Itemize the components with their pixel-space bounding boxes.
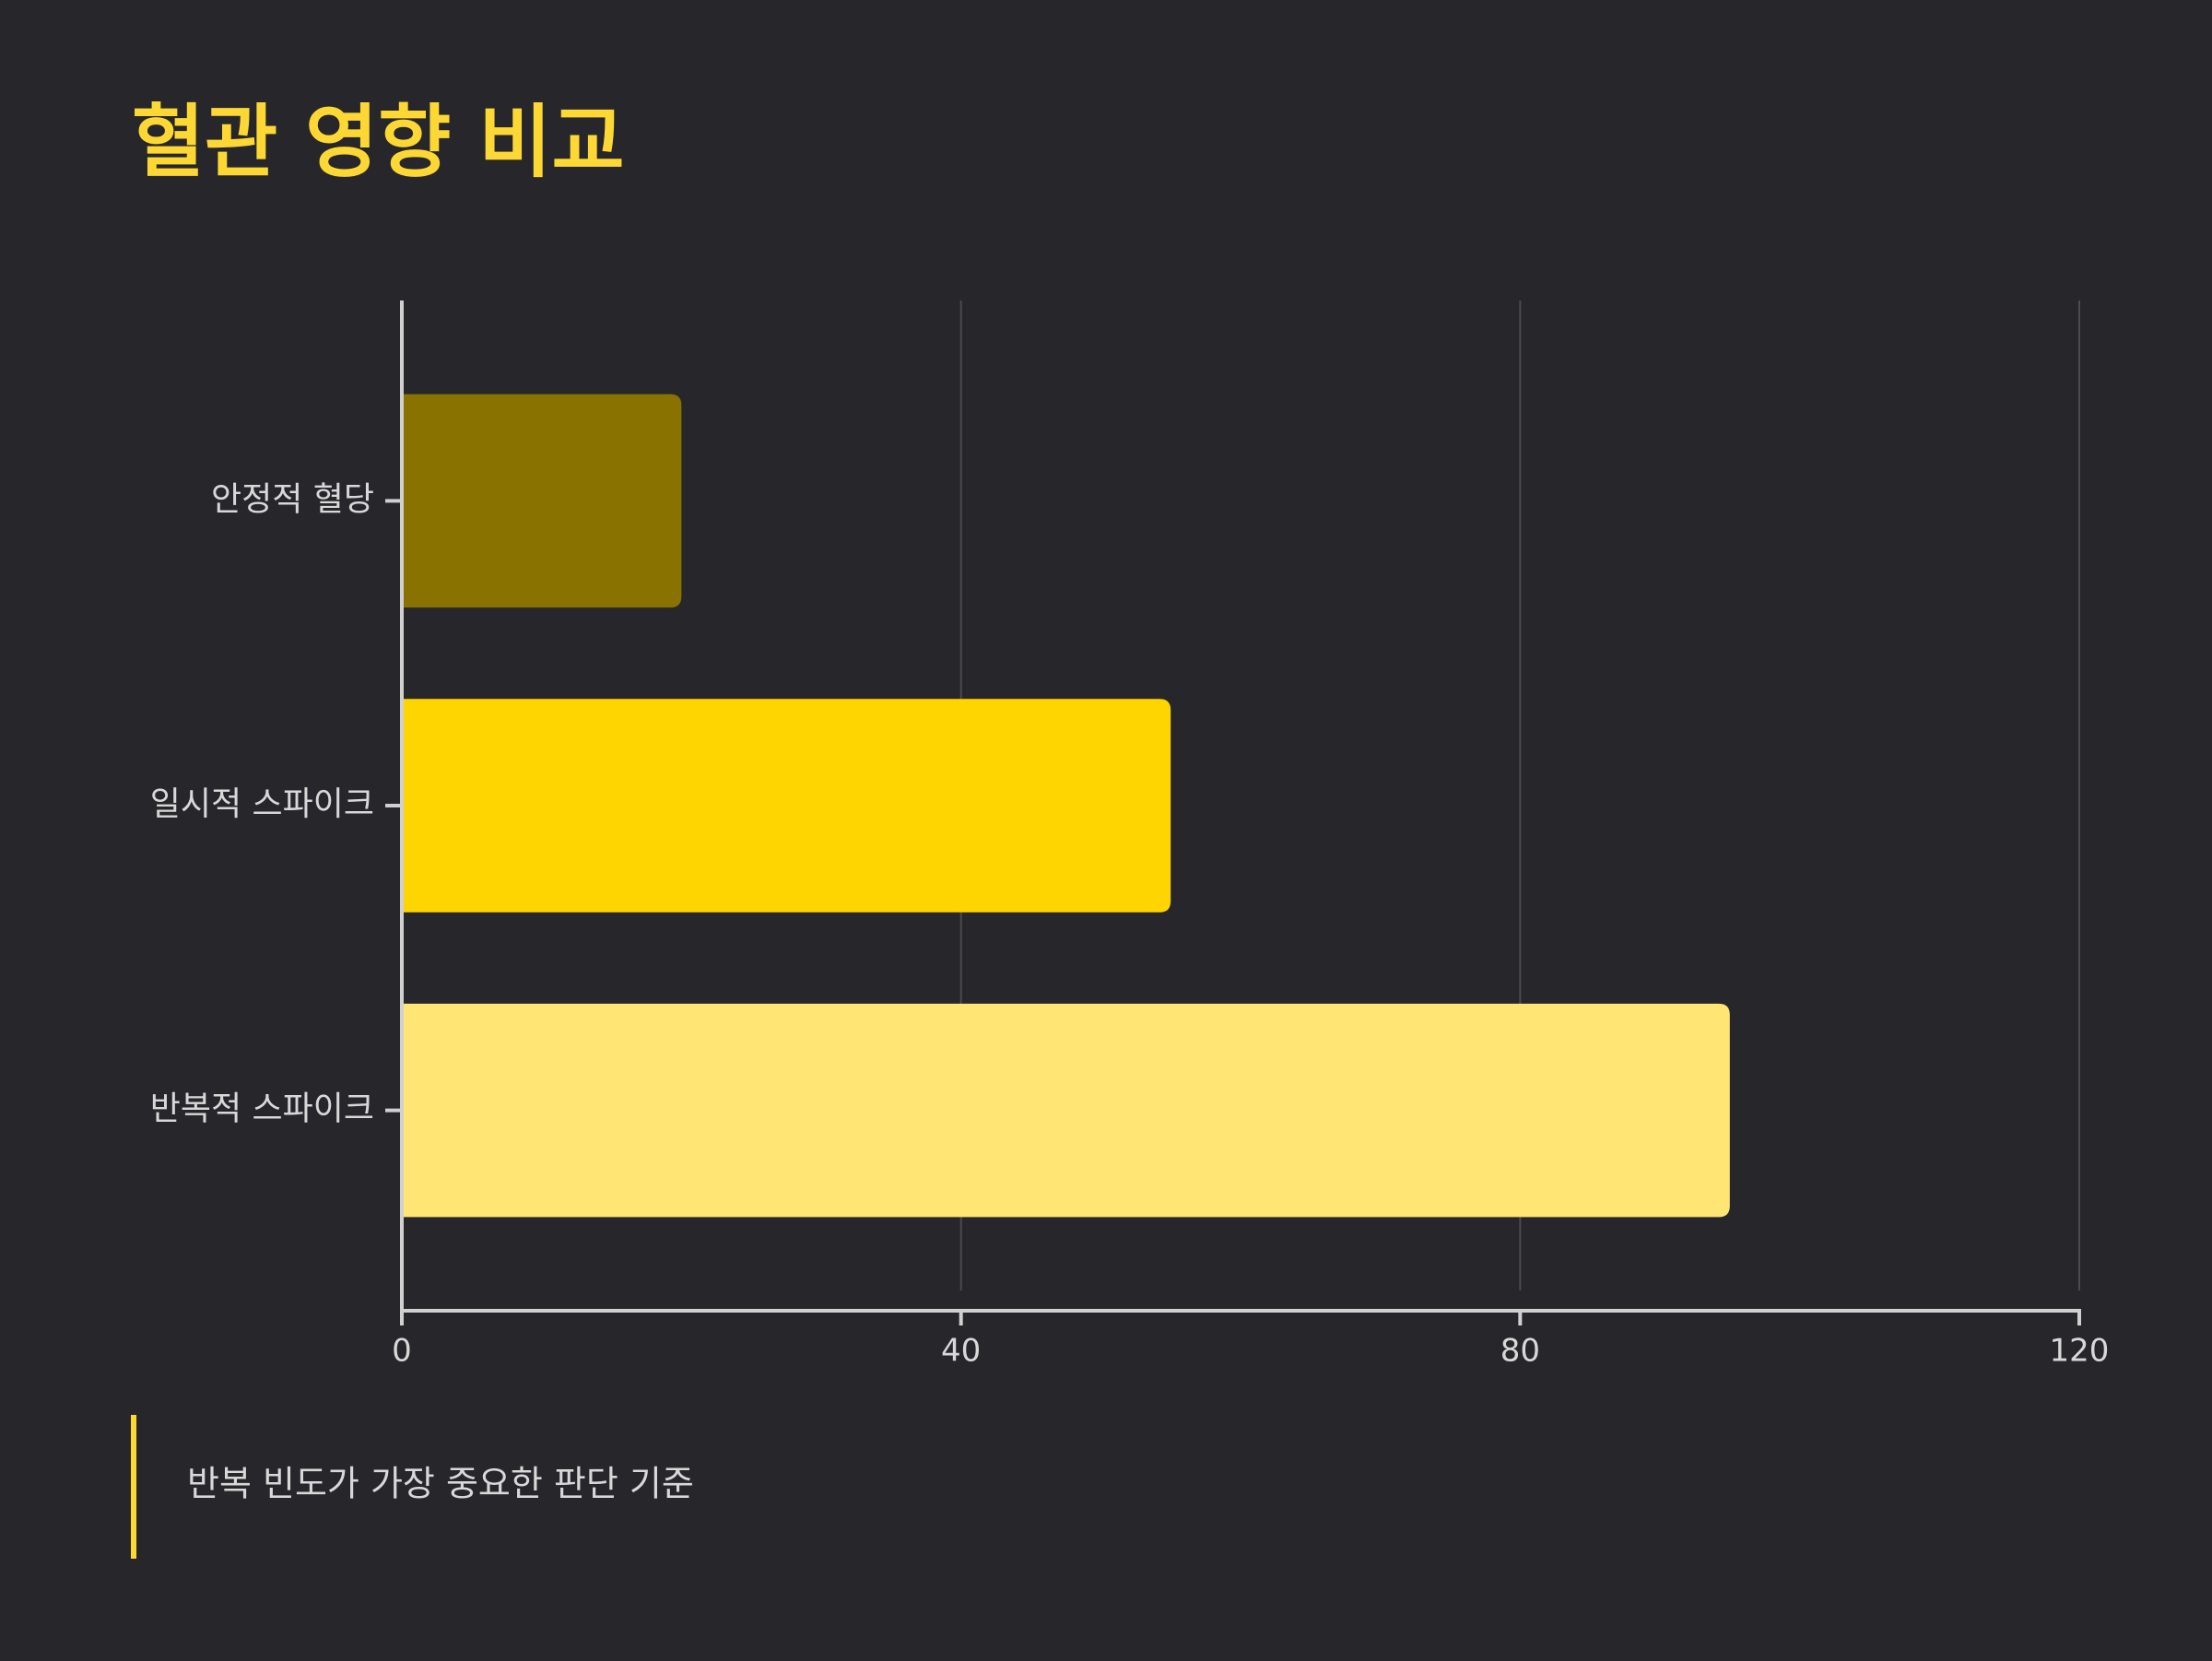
x-tick-label: 40: [941, 1333, 981, 1370]
y-tick-label: 일시적 스파이크: [150, 785, 374, 823]
annotation-accent: [131, 1415, 136, 1559]
bar: [402, 1003, 1730, 1218]
bar: [402, 699, 1171, 913]
x-tick-label: 120: [2050, 1333, 2110, 1370]
annotation: 반복 빈도가 가장 중요한 판단 기준: [187, 1464, 694, 1504]
y-tick-label: 반복적 스파이크: [150, 1090, 374, 1128]
y-tick-label: 안정적 혈당: [211, 480, 374, 518]
bar: [402, 394, 682, 608]
x-tick-label: 80: [1500, 1333, 1540, 1370]
x-tick-label: 0: [392, 1333, 412, 1370]
chart-title: 혈관 영향 비교: [132, 96, 625, 188]
